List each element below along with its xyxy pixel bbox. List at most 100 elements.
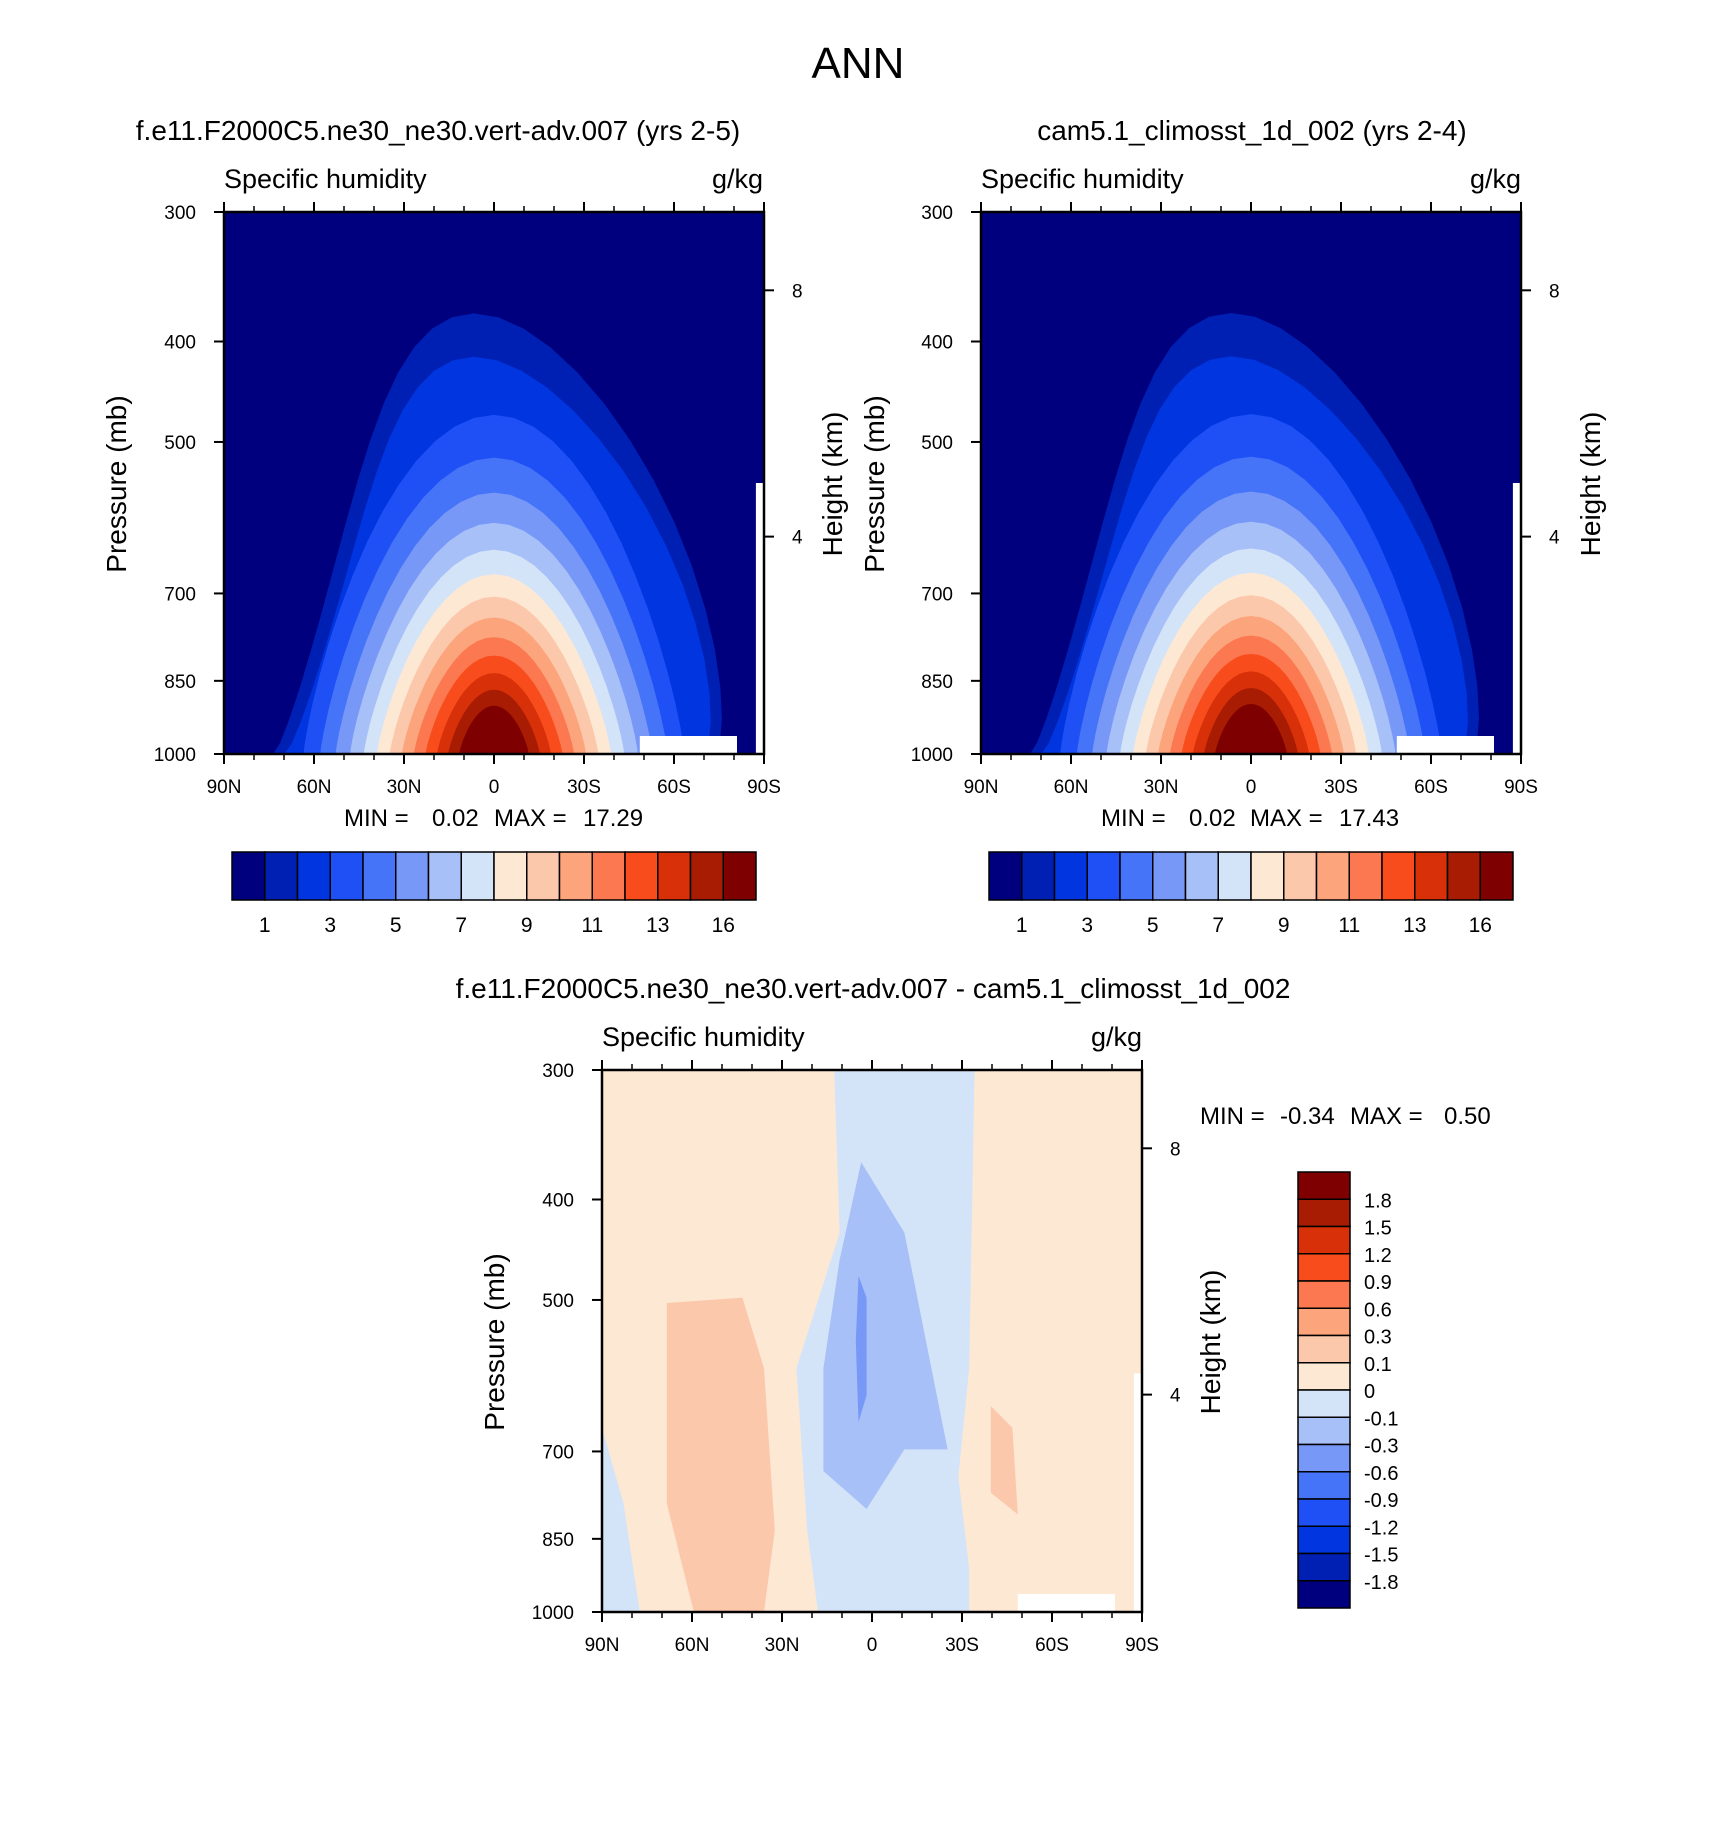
- colorbar-label: -1.2: [1364, 1517, 1398, 1539]
- axes: 90N 60N 30N 0 30S 60S 90S 300 400 500 700 850 1000 8 4: [154, 202, 803, 798]
- colorbar-swatch: [1479, 851, 1514, 901]
- y-axis-label: Pressure (mb): [859, 395, 890, 572]
- x-tick-label: 90N: [964, 777, 999, 798]
- colorbar-label: -1.5: [1364, 1545, 1398, 1567]
- x-tick-label: 90S: [1125, 1635, 1159, 1656]
- y-tick-label: 400: [164, 333, 196, 354]
- colorbar-swatch: [591, 851, 626, 901]
- missing-data-patch: [1017, 1594, 1115, 1612]
- x-tick-label: 30S: [945, 1635, 979, 1656]
- colorbar-swatch: [1297, 1225, 1351, 1255]
- missing-data-patch: [639, 736, 737, 754]
- colorbar-label: 1: [259, 914, 271, 937]
- colorbar-label: 13: [1403, 914, 1426, 937]
- y-right-tick-label: 8: [792, 281, 803, 302]
- y-axis-right-label: Height (km): [1195, 1270, 1226, 1415]
- max-label: MAX =: [494, 805, 567, 832]
- colorbar-swatch: [1053, 851, 1088, 901]
- colorbar-swatch: [558, 851, 593, 901]
- units-label: g/kg: [712, 164, 763, 194]
- panel-model-b: cam5.1_climosst_1d_002 (yrs 2-4) Specifi…: [859, 115, 1606, 937]
- colorbar-swatch: [1086, 851, 1121, 901]
- colorbar-label: 3: [1081, 914, 1093, 937]
- colorbar-label: 9: [1278, 914, 1290, 937]
- colorbar-swatch: [1217, 851, 1252, 901]
- colorbar-label: -1.8: [1364, 1572, 1398, 1594]
- x-tick-label: 60S: [1414, 777, 1448, 798]
- contour-band: [602, 1427, 640, 1612]
- x-tick-label: 30N: [765, 1635, 800, 1656]
- x-tick-label: 60S: [657, 777, 691, 798]
- y-axis-label: Pressure (mb): [101, 395, 132, 572]
- plot-area: [224, 212, 764, 754]
- min-label: MIN =: [344, 805, 409, 832]
- y-tick-label: 300: [542, 1061, 574, 1082]
- colorbar-swatch: [1297, 1552, 1351, 1582]
- contour-band: [470, 721, 518, 754]
- colorbar-swatch: [427, 851, 462, 901]
- min-label: MIN =: [1101, 805, 1166, 832]
- missing-data-patch: [1133, 1373, 1142, 1612]
- colorbar-swatch: [1184, 851, 1219, 901]
- min-value: -0.34: [1280, 1103, 1335, 1130]
- x-tick-label: 30S: [567, 777, 601, 798]
- colorbar-label: 5: [390, 914, 402, 937]
- colorbar-swatch: [657, 851, 692, 901]
- max-value: 17.43: [1339, 805, 1399, 832]
- y-tick-label: 700: [164, 584, 196, 605]
- colorbar-label: 11: [581, 914, 603, 937]
- colorbar-swatch: [460, 851, 495, 901]
- colorbar-label: 16: [712, 914, 735, 937]
- panel-model-a: f.e11.F2000C5.ne30_ne30.vert-adv.007 (yr…: [101, 115, 848, 937]
- colorbar-label: 0: [1364, 1381, 1375, 1403]
- y-tick-label: 400: [921, 333, 953, 354]
- y-axis-right-label: Height (km): [817, 412, 848, 557]
- colorbar-swatch: [624, 851, 659, 901]
- colorbar-swatch: [1446, 851, 1481, 901]
- colorbar-swatch: [1119, 851, 1154, 901]
- colorbar-label: 9: [521, 914, 533, 937]
- min-value: 0.02: [432, 805, 479, 832]
- colorbar-swatch: [1297, 1525, 1351, 1555]
- x-tick-label: 90S: [1504, 777, 1538, 798]
- colorbar-swatch: [1283, 851, 1318, 901]
- colorbar-swatch: [1297, 1389, 1351, 1418]
- max-value: 17.29: [583, 805, 643, 832]
- x-tick-label: 60S: [1035, 1635, 1069, 1656]
- colorbar-swatch: [1021, 851, 1056, 901]
- contour-band: [823, 1162, 948, 1510]
- y-tick-label: 850: [542, 1530, 574, 1551]
- colorbar-swatch: [689, 851, 724, 901]
- y-tick-label: 1000: [911, 745, 953, 766]
- max-label: MAX =: [1350, 1103, 1423, 1130]
- contour-band: [990, 1406, 1018, 1515]
- y-right-tick-label: 8: [1170, 1139, 1181, 1160]
- colorbar-swatch: [988, 851, 1023, 901]
- missing-data-patch: [1512, 483, 1521, 754]
- x-tick-label: 60N: [1054, 777, 1089, 798]
- colorbar-swatch: [1414, 851, 1449, 901]
- colorbar-swatch: [1297, 1416, 1351, 1446]
- y-tick-label: 500: [542, 1291, 574, 1312]
- x-tick-label: 30N: [387, 777, 422, 798]
- colorbar-swatch: [526, 851, 561, 901]
- colorbar-swatch: [1297, 1280, 1351, 1309]
- colorbar-swatch: [264, 851, 299, 901]
- y-tick-label: 400: [542, 1191, 574, 1212]
- x-tick-label: 30S: [1324, 777, 1358, 798]
- y-right-tick-label: 4: [792, 528, 803, 549]
- min-value: 0.02: [1189, 805, 1236, 832]
- missing-data-patch: [755, 483, 764, 754]
- contour-band: [855, 1275, 867, 1423]
- y-tick-label: 850: [921, 672, 953, 693]
- colorbar-label: 7: [455, 914, 467, 937]
- colorbar-swatch: [1152, 851, 1187, 901]
- y-axis-right-label: Height (km): [1575, 412, 1606, 557]
- x-tick-label: 0: [867, 1635, 878, 1656]
- colorbar-swatch: [1297, 1171, 1351, 1200]
- colorbar-swatch: [329, 851, 364, 901]
- x-tick-label: 90N: [207, 777, 242, 798]
- colorbar-swatch: [1348, 851, 1383, 901]
- colorbar: 1.8 1.5 1.2 0.9 0.6 0.3 0.1 0 -0.1 -0.3 -0.6 -0.9 -1…: [1297, 1171, 1398, 1609]
